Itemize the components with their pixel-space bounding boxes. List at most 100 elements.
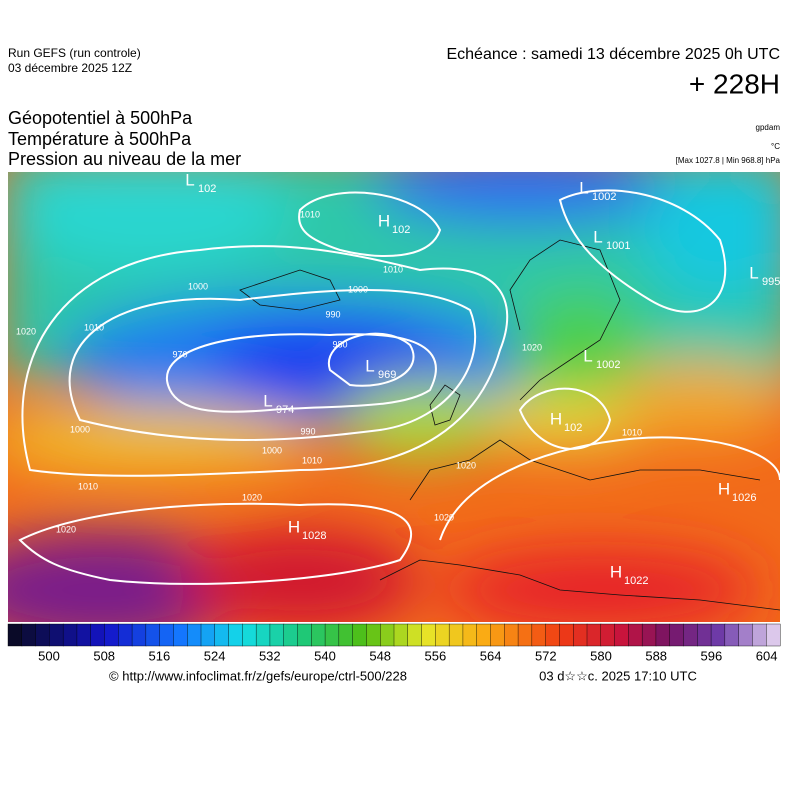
contour-label: 970 xyxy=(172,349,187,359)
colorbar-cell xyxy=(366,623,381,647)
center-type: H xyxy=(550,409,562,428)
colorbar-cell xyxy=(766,623,781,647)
colorbar-cell xyxy=(297,623,312,647)
colorbar-cell xyxy=(62,623,78,647)
colorbar-cell xyxy=(697,623,712,647)
contour-label: 1010 xyxy=(300,209,320,219)
colorbar-cell xyxy=(448,623,464,647)
colorbar-cell xyxy=(173,623,188,647)
center-type: L xyxy=(593,227,602,246)
colorbar-cell xyxy=(710,623,726,647)
colorbar-cell xyxy=(421,623,436,647)
colorbar-cell xyxy=(35,623,50,647)
center-value: 1028 xyxy=(302,530,326,542)
center-type: H xyxy=(718,479,730,498)
lead-time: + 228H xyxy=(689,68,780,99)
center-value: 1026 xyxy=(732,492,756,504)
center-value: 102 xyxy=(198,183,216,195)
run-date: 03 décembre 2025 12Z xyxy=(8,61,132,75)
contour-label: 1020 xyxy=(56,524,76,534)
center-value: 969 xyxy=(378,369,396,381)
title-line: Température à 500hPa xyxy=(8,129,192,149)
unit-label: °C xyxy=(771,142,780,151)
center-value: 995 xyxy=(762,276,780,288)
colorbar-cell xyxy=(49,623,64,647)
center-type: H xyxy=(610,562,622,581)
colorbar-cell xyxy=(76,623,92,647)
center-type: H xyxy=(288,517,300,536)
colorbar-cell xyxy=(255,623,271,647)
colorbar-label: 532 xyxy=(259,648,281,663)
colorbar-label: 572 xyxy=(535,648,557,663)
center-value: 974 xyxy=(276,404,294,416)
colorbar-cell xyxy=(435,623,450,647)
contour-label: 990 xyxy=(325,309,340,319)
contour-label: 1010 xyxy=(302,455,322,465)
colorbar-cell xyxy=(724,623,740,647)
colorbar-cell xyxy=(242,623,257,647)
colorbar-label: 556 xyxy=(425,648,447,663)
colorbar-cell xyxy=(324,623,340,647)
colorbar-cell xyxy=(504,623,519,647)
colorbar-cell xyxy=(187,623,202,647)
colorbar-label: 588 xyxy=(645,648,667,663)
title-line: Pression au niveau de la mer xyxy=(8,149,241,169)
valid-time: Echéance : samedi 13 décembre 2025 0h UT… xyxy=(446,46,780,63)
colorbar-cell xyxy=(641,623,657,647)
colorbar-cell xyxy=(655,623,671,647)
colorbar-label: 524 xyxy=(204,648,226,663)
unit-label: [Max 1027.8 | Min 968.8] hPa xyxy=(676,156,781,165)
colorbar-cell xyxy=(573,623,588,647)
colorbar-cell xyxy=(517,623,533,647)
colorbar-cell xyxy=(490,623,505,647)
colorbar-cell xyxy=(90,623,106,647)
title-line: Géopotentiel à 500hPa xyxy=(8,108,193,128)
colorbar-cell xyxy=(531,623,547,647)
contour-label: 1020 xyxy=(456,460,476,470)
center-type: L xyxy=(185,170,194,189)
colorbar-cell xyxy=(118,623,133,647)
colorbar-cell xyxy=(462,623,478,647)
colorbar-label: 604 xyxy=(756,648,778,663)
center-type: L xyxy=(365,356,374,375)
contour-label: 1010 xyxy=(84,322,104,332)
source-url: © http://www.infoclimat.fr/z/gefs/europe… xyxy=(109,668,407,683)
center-type: L xyxy=(263,391,272,410)
colorbar-cell xyxy=(104,623,119,647)
colorbar-cell xyxy=(559,623,574,647)
contour-label: 1020 xyxy=(242,492,262,502)
contour-label: 1000 xyxy=(188,281,208,291)
colorbar-label: 564 xyxy=(480,648,502,663)
colorbar-cell xyxy=(131,623,147,647)
colorbar-cell xyxy=(7,623,23,647)
contour-label: 980 xyxy=(332,339,347,349)
contour-label: 1000 xyxy=(348,284,368,294)
contour-label: 1020 xyxy=(434,512,454,522)
colorbar-cell xyxy=(380,623,395,647)
contour-label: 1000 xyxy=(262,445,282,455)
center-value: 102 xyxy=(564,422,582,434)
center-value: 1022 xyxy=(624,575,648,587)
contour-label: 990 xyxy=(300,426,315,436)
colorbar-cell xyxy=(214,623,230,647)
contour-label: 1010 xyxy=(383,264,403,274)
colorbar-label: 516 xyxy=(149,648,171,663)
center-type: L xyxy=(749,263,758,282)
contour-label: 1020 xyxy=(16,326,36,336)
run-label: Run GEFS (run controle) xyxy=(8,46,141,60)
colorbar-cell xyxy=(228,623,243,647)
center-type: H xyxy=(378,211,390,230)
colorbar-cell xyxy=(752,623,767,647)
center-value: 1001 xyxy=(606,240,630,252)
colorbar-cell xyxy=(738,623,753,647)
generated-time: 03 d☆☆c. 2025 17:10 UTC xyxy=(539,668,697,683)
colorbar-label: 508 xyxy=(93,648,115,663)
colorbar-label: 596 xyxy=(701,648,723,663)
colorbar-label: 500 xyxy=(38,648,60,663)
colorbar-cell xyxy=(200,623,216,647)
center-value: 1002 xyxy=(596,359,620,371)
colorbar-cell xyxy=(476,623,492,647)
colorbar-cell xyxy=(338,623,354,647)
contour-label: 1010 xyxy=(622,427,642,437)
colorbar-cell xyxy=(600,623,616,647)
